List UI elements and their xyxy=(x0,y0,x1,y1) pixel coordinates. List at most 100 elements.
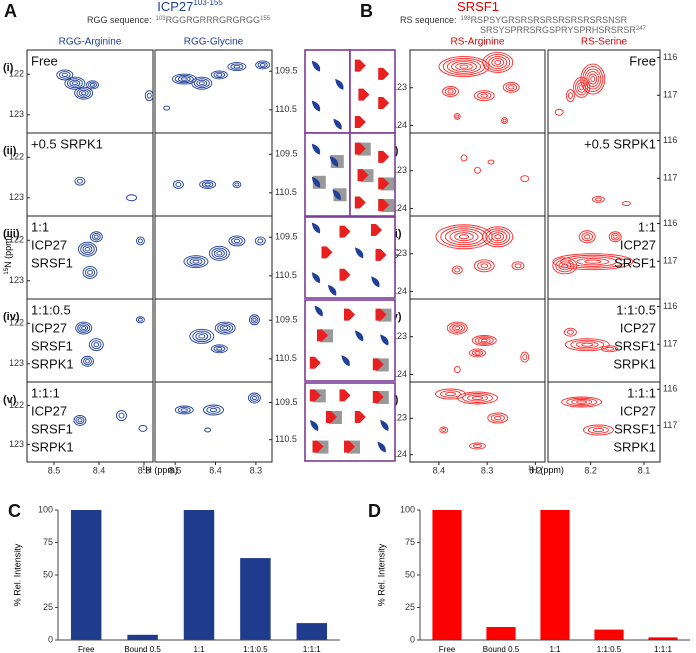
contour xyxy=(575,341,599,349)
contour xyxy=(449,230,479,244)
contour xyxy=(80,91,87,96)
srsf1-icon xyxy=(372,391,384,403)
contour xyxy=(441,428,447,432)
contour xyxy=(222,326,229,330)
contours xyxy=(446,321,530,373)
contour xyxy=(451,265,463,275)
contours xyxy=(73,410,148,432)
contour xyxy=(257,61,268,69)
contour xyxy=(90,83,95,87)
label-sup: 1 xyxy=(142,466,146,472)
contour xyxy=(442,86,459,97)
contour xyxy=(216,73,223,77)
srsf1-icon xyxy=(321,246,333,259)
contour xyxy=(247,392,261,404)
x-tick-label: 8.2 xyxy=(584,465,597,475)
contour xyxy=(146,92,152,99)
contour xyxy=(473,90,495,102)
contour xyxy=(480,263,489,269)
contour xyxy=(71,81,78,86)
contour xyxy=(493,415,502,421)
contour xyxy=(575,79,589,96)
contour xyxy=(211,247,228,260)
icp27-icon xyxy=(332,189,341,201)
contour xyxy=(144,90,153,102)
contour xyxy=(522,354,528,361)
spectrum-frame xyxy=(547,381,661,463)
y-axis-label: % Rel. Intensity xyxy=(12,543,22,606)
spectrum-frame xyxy=(409,298,546,383)
y-tick-label: 122 xyxy=(9,318,24,328)
condition-text: Free xyxy=(629,53,656,68)
contour xyxy=(233,64,241,69)
srsf1-icon xyxy=(339,389,351,402)
contour xyxy=(605,346,615,351)
icp27-icon xyxy=(310,420,319,431)
y-tick-label: 123 xyxy=(9,275,24,285)
contour xyxy=(213,345,226,352)
y-tick-label: 75 xyxy=(43,537,53,547)
contour xyxy=(565,89,575,103)
contour xyxy=(453,112,461,120)
contour xyxy=(444,87,457,96)
contour xyxy=(505,83,518,92)
contour xyxy=(584,234,591,240)
contours xyxy=(189,314,260,354)
y-tick-label: 50 xyxy=(405,569,415,579)
srsf1-icon xyxy=(344,308,355,321)
schematic-box xyxy=(304,49,351,134)
srsf1-icon xyxy=(358,88,370,101)
panel-letter: C xyxy=(8,501,21,521)
contour xyxy=(440,226,488,248)
spectrum: 109.5 110.5 xyxy=(154,298,298,383)
contours xyxy=(460,154,530,183)
spectrum-frame xyxy=(154,132,273,217)
y-tick-label: 0 xyxy=(410,634,415,644)
icp27-icon xyxy=(355,247,364,259)
contour xyxy=(442,57,486,76)
srsf1-icon xyxy=(378,177,390,190)
contour xyxy=(93,342,100,348)
contour xyxy=(578,230,596,244)
contour xyxy=(473,444,482,448)
y-tick-label: 117 xyxy=(663,420,677,430)
contour xyxy=(227,62,247,72)
contour xyxy=(560,254,626,269)
contour xyxy=(445,391,456,397)
contour xyxy=(59,71,71,79)
contour xyxy=(591,195,605,203)
condition-text: ICP27 xyxy=(620,403,656,418)
contour xyxy=(206,406,221,414)
contour xyxy=(577,81,587,93)
contour xyxy=(175,182,182,187)
title-text: SRSF1 xyxy=(457,0,499,14)
y-tick-label: 110.5 xyxy=(275,434,297,444)
condition-text: Free xyxy=(31,53,58,68)
contour xyxy=(231,237,243,245)
contours xyxy=(74,176,138,202)
y-tick-label: 124 xyxy=(392,449,407,459)
contour xyxy=(61,72,68,78)
contour xyxy=(520,351,530,363)
condition-text: 1:1:1 xyxy=(627,385,656,400)
x-tick-label: 1:1:1 xyxy=(654,645,672,653)
sequence-end: 155 xyxy=(260,16,271,22)
bar xyxy=(240,558,271,640)
contour xyxy=(502,118,507,123)
contour xyxy=(511,261,525,271)
contour xyxy=(610,232,620,241)
y-tick-label: 124 xyxy=(392,120,407,130)
condition-text: SRSF1 xyxy=(31,255,73,270)
srsf1-icon xyxy=(309,356,321,369)
contour xyxy=(192,259,200,264)
contour xyxy=(56,69,74,81)
y-tick-label: 110.5 xyxy=(275,187,297,197)
y-tick-label: 100 xyxy=(400,504,415,514)
contour xyxy=(189,258,203,266)
label-sup: 1 xyxy=(528,466,532,472)
contour xyxy=(214,321,236,335)
contour xyxy=(84,267,96,277)
contour xyxy=(85,359,90,364)
contour xyxy=(455,114,460,119)
contour xyxy=(183,255,209,269)
